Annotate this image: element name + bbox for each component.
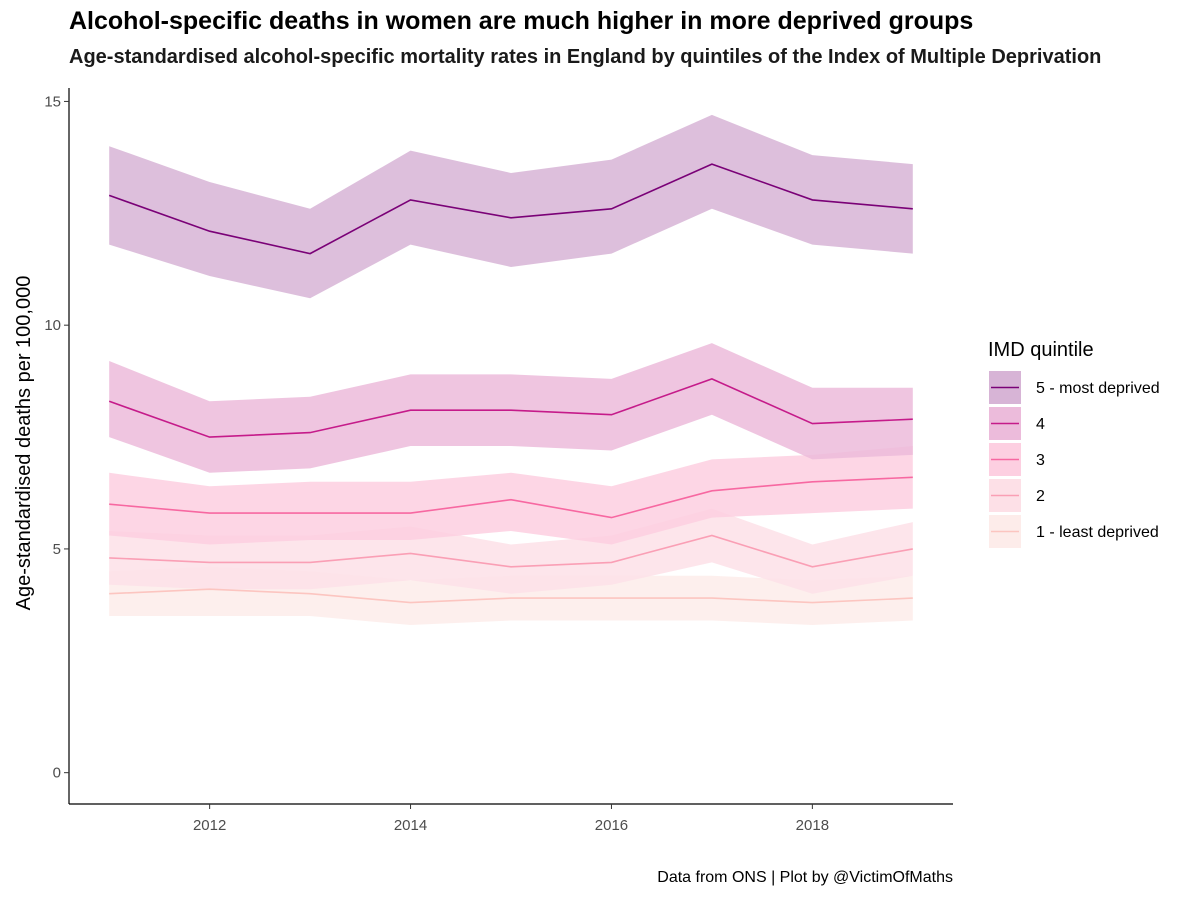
y-axis-title: Age-standardised deaths per 100,000 bbox=[13, 276, 35, 611]
x-tick-label: 2016 bbox=[595, 817, 628, 834]
legend-label: 3 bbox=[1036, 452, 1045, 469]
y-tick-label: 0 bbox=[53, 765, 61, 782]
ribbon-series-2 bbox=[109, 343, 913, 473]
line-series-4 bbox=[109, 534, 913, 568]
legend-title: IMD quintile bbox=[988, 339, 1094, 361]
ribbon-series-1 bbox=[109, 114, 913, 299]
axes: 0 5 10 15 2012 2014 2016 2018 bbox=[44, 88, 953, 834]
y-tick-label: 15 bbox=[44, 93, 61, 110]
chart-title: Alcohol-specific deaths in women are muc… bbox=[69, 7, 974, 35]
legend-label: 2 bbox=[1036, 488, 1045, 505]
y-tick-label: 5 bbox=[53, 541, 61, 558]
legend-label: 4 bbox=[1036, 416, 1045, 433]
ribbon-series-4 bbox=[109, 508, 913, 594]
series-line-layer bbox=[108, 163, 913, 604]
line-series-5 bbox=[109, 588, 913, 604]
legend-label: 5 - most deprived bbox=[1036, 380, 1160, 397]
line-series-2 bbox=[108, 378, 913, 438]
x-tick-label: 2014 bbox=[394, 817, 427, 834]
ribbon-series-3 bbox=[109, 446, 913, 545]
legend-label: 1 - least deprived bbox=[1036, 524, 1159, 541]
line-series-3 bbox=[109, 476, 913, 519]
line-series-1 bbox=[108, 163, 913, 255]
x-tick-label: 2018 bbox=[796, 817, 829, 834]
ribbon-layer bbox=[109, 114, 913, 625]
x-tick-label: 2012 bbox=[193, 817, 226, 834]
y-tick-label: 10 bbox=[44, 317, 61, 334]
chart-caption: Data from ONS | Plot by @VictimOfMaths bbox=[657, 869, 953, 886]
chart-subtitle: Age-standardised alcohol-specific mortal… bbox=[69, 46, 1102, 68]
legend: IMD quintile 5 - most deprived 4 3 2 1 - lea… bbox=[988, 339, 1160, 548]
